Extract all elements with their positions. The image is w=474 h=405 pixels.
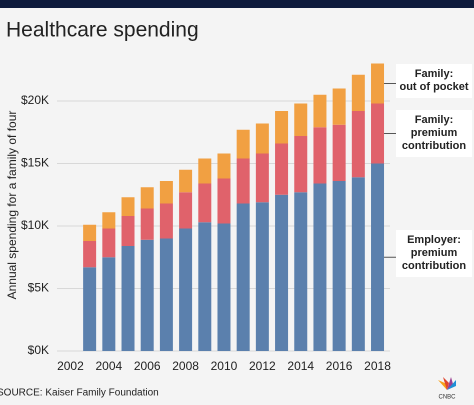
bar-segment [121,216,135,246]
legend-entry: Family: premium contribution [396,110,472,157]
svg-text:CNBC: CNBC [438,395,456,401]
bar-segment [140,187,154,209]
bar-segment [179,228,193,351]
bar-segment [371,103,385,164]
bar-segment [83,267,97,351]
bar-segment [159,203,173,239]
bar-segment [371,63,385,104]
y-tick-label: $15K [21,156,49,170]
top-bar [0,0,474,8]
bar-segment [275,111,289,144]
bar-segment [102,257,116,351]
bar-segment [217,223,231,351]
y-tick-label: $0K [28,343,49,357]
bar-segment [236,158,250,204]
bar-segment [255,153,269,203]
x-tick-label: 2006 [134,359,161,373]
x-tick-label: 2014 [287,359,314,373]
chart-title: Healthcare spending [6,19,199,42]
bar-segment [198,183,212,223]
bar-segment [140,208,154,240]
bar-segment [371,163,385,351]
bar-segment [255,123,269,154]
bar-segment [159,181,173,204]
x-tick-label: 2018 [364,359,391,373]
bar-segment [313,94,327,128]
bar-segment [236,129,250,159]
x-tick-label: 2016 [326,359,353,373]
bar-segment [198,158,212,184]
bar-segment [121,197,135,216]
x-tick-label: 2010 [211,359,238,373]
bar-segment [275,194,289,351]
source: SOURCE: Kaiser Family Foundation [0,388,159,399]
bar-segment [313,127,327,184]
y-tick-label: $20K [21,93,49,107]
bar-segment [332,181,346,351]
bar-segment [332,124,346,181]
y-tick-label: $10K [21,218,49,232]
bar-segment [159,238,173,351]
bar-segment [275,143,289,195]
y-axis-label: Annual spending for a family of four [5,111,19,300]
bar-segment [332,88,346,125]
x-tick-label: 2012 [249,359,276,373]
bar-segment [351,74,365,111]
bar-segment [351,111,365,178]
x-tick-label: 2008 [172,359,199,373]
bar-segment [179,169,193,193]
bar-segment [217,153,231,179]
bar-segment [294,103,308,136]
y-tick-label: $5K [28,281,49,295]
bar-segment [102,212,116,229]
bar-segment [294,192,308,351]
bar-segment [121,246,135,351]
bar-segment [102,228,116,258]
bar-segment [83,224,97,241]
legend-entry: Family: out of pocket [396,64,472,98]
legend-entry: Employer: premium contribution [396,230,472,277]
bar-segment [198,222,212,351]
bar-segment [294,136,308,193]
bar-segment [255,202,269,351]
bar-segment [217,178,231,224]
bar-segment [351,177,365,351]
bar-segment [313,183,327,351]
x-tick-label: 2004 [95,359,122,373]
bar-segment [140,239,154,351]
bar-segment [236,203,250,351]
cnbc-logo: CNBC [438,377,456,401]
x-tick-label: 2002 [57,359,84,373]
bar-segment [83,241,97,268]
bar-segment [179,192,193,229]
